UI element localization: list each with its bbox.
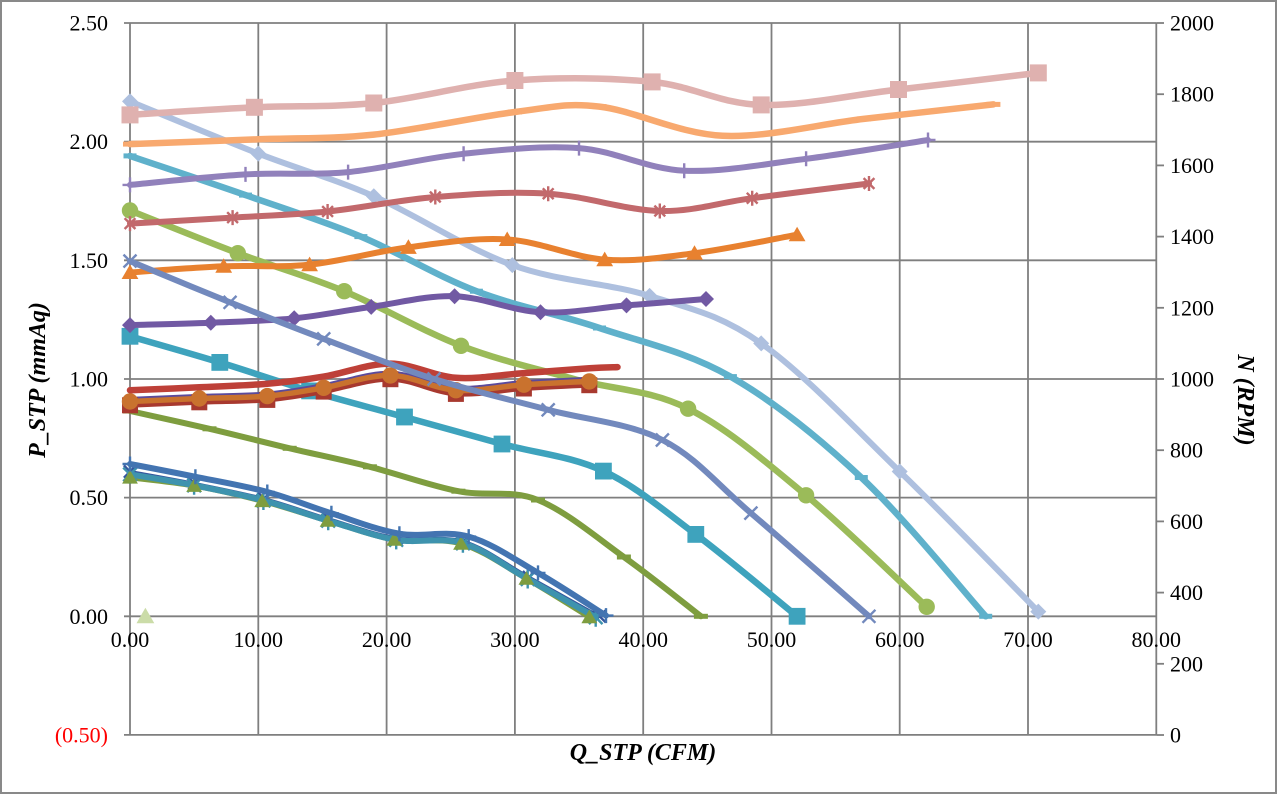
svg-text:400: 400 (1170, 580, 1203, 605)
svg-text:60.00: 60.00 (875, 627, 925, 652)
svg-text:0.00: 0.00 (111, 627, 150, 652)
svg-text:1000: 1000 (1170, 367, 1214, 392)
svg-text:P_STP (mmAq): P_STP (mmAq) (25, 302, 51, 459)
svg-text:800: 800 (1170, 438, 1203, 463)
svg-text:1.50: 1.50 (70, 248, 109, 273)
svg-text:20.00: 20.00 (362, 627, 412, 652)
svg-text:(0.50): (0.50) (55, 723, 108, 748)
svg-text:80.00: 80.00 (1132, 627, 1182, 652)
svg-text:600: 600 (1170, 509, 1203, 534)
svg-text:0.00: 0.00 (70, 604, 109, 629)
svg-text:50.00: 50.00 (747, 627, 797, 652)
svg-text:40.00: 40.00 (618, 627, 668, 652)
svg-text:0: 0 (1170, 723, 1181, 748)
svg-text:70.00: 70.00 (1003, 627, 1053, 652)
svg-text:1800: 1800 (1170, 82, 1214, 107)
svg-text:1200: 1200 (1170, 295, 1214, 320)
svg-text:2.00: 2.00 (70, 129, 109, 154)
svg-text:2.50: 2.50 (70, 11, 109, 36)
svg-text:Q_STP (CFM): Q_STP (CFM) (570, 740, 716, 766)
svg-text:1.00: 1.00 (70, 367, 109, 392)
svg-text:1400: 1400 (1170, 224, 1214, 249)
svg-text:200: 200 (1170, 651, 1203, 676)
svg-text:2000: 2000 (1170, 11, 1214, 36)
svg-text:10.00: 10.00 (234, 627, 284, 652)
svg-text:1600: 1600 (1170, 153, 1214, 178)
svg-text:30.00: 30.00 (490, 627, 540, 652)
svg-text:N (RPM): N (RPM) (1232, 353, 1258, 445)
svg-text:0.50: 0.50 (70, 485, 109, 510)
